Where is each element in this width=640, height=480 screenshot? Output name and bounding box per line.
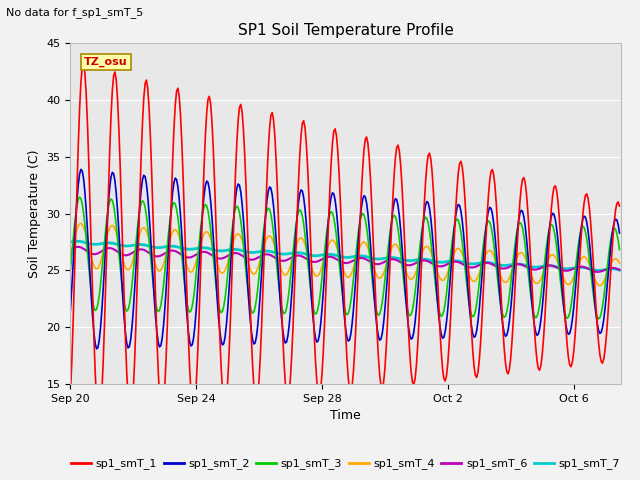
sp1_smT_1	[616, 203, 623, 209]
sp1_smT_7	[595, 267, 602, 273]
sp1_smT_4	[77, 220, 84, 226]
sp1_smT_6	[593, 269, 601, 275]
Line: sp1_smT_2: sp1_smT_2	[70, 169, 620, 349]
sp1_smT_7	[86, 241, 94, 247]
sp1_smT_3	[67, 267, 74, 273]
sp1_smT_4	[252, 271, 259, 276]
sp1_smT_7	[339, 254, 347, 260]
sp1_smT_2	[522, 223, 529, 228]
sp1_smT_2	[340, 313, 348, 319]
sp1_smT_7	[313, 253, 321, 259]
sp1_smT_6	[74, 244, 82, 250]
sp1_smT_1	[95, 418, 103, 423]
sp1_smT_7	[252, 250, 259, 255]
sp1_smT_1	[340, 299, 348, 304]
sp1_smT_7	[593, 267, 601, 273]
sp1_smT_7	[67, 239, 74, 245]
sp1_smT_4	[313, 274, 321, 279]
Line: sp1_smT_6: sp1_smT_6	[70, 247, 620, 272]
sp1_smT_2	[253, 334, 260, 339]
sp1_smT_1	[67, 392, 74, 398]
sp1_smT_2	[314, 338, 322, 344]
sp1_smT_1	[522, 180, 529, 185]
sp1_smT_4	[596, 283, 604, 288]
sp1_smT_6	[520, 263, 527, 268]
Title: SP1 Soil Temperature Profile: SP1 Soil Temperature Profile	[237, 23, 454, 38]
sp1_smT_3	[520, 233, 527, 239]
sp1_smT_4	[339, 265, 347, 271]
Line: sp1_smT_1: sp1_smT_1	[70, 64, 620, 420]
sp1_smT_2	[595, 327, 602, 333]
sp1_smT_3	[76, 194, 83, 200]
sp1_smT_2	[77, 167, 84, 172]
X-axis label: Time: Time	[330, 409, 361, 422]
sp1_smT_1	[79, 61, 87, 67]
sp1_smT_3	[339, 295, 347, 301]
sp1_smT_2	[616, 230, 623, 236]
sp1_smT_3	[252, 304, 259, 310]
sp1_smT_6	[339, 260, 347, 265]
sp1_smT_4	[67, 253, 74, 259]
Line: sp1_smT_4: sp1_smT_4	[70, 223, 620, 286]
sp1_smT_1	[314, 390, 322, 396]
sp1_smT_6	[67, 247, 74, 253]
sp1_smT_7	[520, 262, 527, 268]
sp1_smT_2	[67, 308, 74, 313]
sp1_smT_3	[593, 314, 601, 320]
sp1_smT_2	[86, 273, 94, 279]
sp1_smT_7	[73, 239, 81, 244]
sp1_smT_6	[313, 259, 321, 264]
Y-axis label: Soil Temperature (C): Soil Temperature (C)	[28, 149, 41, 278]
sp1_smT_1	[595, 339, 602, 345]
sp1_smT_4	[616, 260, 623, 266]
sp1_smT_2	[93, 346, 100, 352]
sp1_smT_3	[616, 247, 623, 252]
sp1_smT_1	[253, 399, 260, 405]
Text: No data for f_sp1_smT_5: No data for f_sp1_smT_5	[6, 7, 143, 18]
sp1_smT_6	[616, 267, 623, 273]
sp1_smT_3	[313, 310, 321, 316]
sp1_smT_4	[86, 250, 94, 255]
sp1_smT_7	[616, 267, 623, 273]
sp1_smT_6	[595, 269, 602, 275]
Line: sp1_smT_7: sp1_smT_7	[70, 241, 620, 270]
sp1_smT_6	[86, 250, 94, 256]
sp1_smT_1	[86, 203, 94, 208]
Legend: sp1_smT_1, sp1_smT_2, sp1_smT_3, sp1_smT_4, sp1_smT_6, sp1_smT_7: sp1_smT_1, sp1_smT_2, sp1_smT_3, sp1_smT…	[67, 454, 625, 474]
sp1_smT_4	[520, 252, 527, 258]
sp1_smT_3	[86, 277, 94, 283]
Text: TZ_osu: TZ_osu	[84, 57, 128, 67]
sp1_smT_4	[593, 281, 601, 287]
sp1_smT_3	[595, 316, 602, 322]
sp1_smT_6	[252, 256, 259, 262]
Line: sp1_smT_3: sp1_smT_3	[70, 197, 620, 319]
